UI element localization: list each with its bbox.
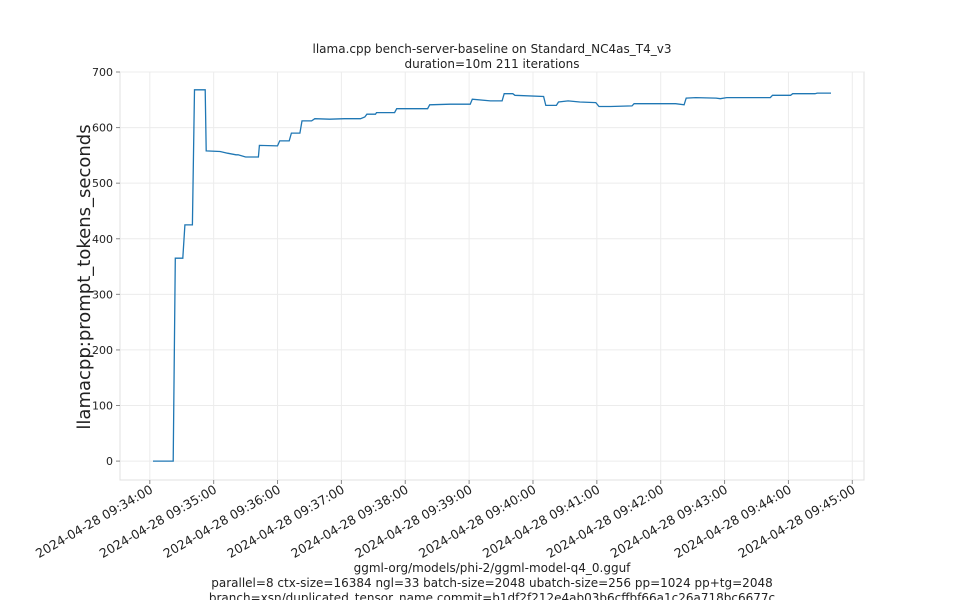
y-tick-label: 100 [92, 400, 113, 413]
y-tick-label: 600 [92, 122, 113, 135]
footer-line: parallel=8 ctx-size=16384 ngl=33 batch-s… [211, 576, 772, 590]
x-tick-label: 2024-04-28 09:45:00 [735, 482, 858, 561]
x-tick-label: 2024-04-28 09:43:00 [608, 482, 731, 561]
y-tick-label: 0 [106, 455, 113, 468]
x-tick-label: 2024-04-28 09:44:00 [671, 482, 794, 561]
y-axis-label: llamacpp:prompt_tokens_seconds [74, 124, 95, 429]
x-tick-label: 2024-04-28 09:42:00 [544, 482, 667, 561]
plot-frame [119, 71, 865, 481]
footer-line: ggml-org/models/phi-2/ggml-model-q4_0.gg… [354, 561, 632, 575]
x-tick-label: 2024-04-28 09:40:00 [416, 482, 539, 561]
x-tick-label: 2024-04-28 09:41:00 [480, 482, 603, 561]
data-line [153, 89, 831, 462]
y-tick-label: 300 [92, 288, 113, 301]
x-tick-label: 2024-04-28 09:39:00 [352, 482, 475, 561]
x-tick-label: 2024-04-28 09:38:00 [288, 482, 411, 561]
y-tick-label: 500 [92, 177, 113, 190]
x-tick-label: 2024-04-28 09:34:00 [33, 482, 156, 561]
y-tick-label: 700 [92, 66, 113, 79]
x-tick-label: 2024-04-28 09:35:00 [97, 482, 220, 561]
x-tick-label: 2024-04-28 09:37:00 [224, 482, 347, 561]
chart-title: llama.cpp bench-server-baseline on Stand… [313, 42, 672, 56]
footer-line: branch=xsn/duplicated_tensor_name commit… [209, 591, 775, 600]
y-tick-label: 200 [92, 344, 113, 357]
y-tick-label: 400 [92, 233, 113, 246]
chart-subtitle: duration=10m 211 iterations [405, 57, 580, 71]
x-tick-label: 2024-04-28 09:36:00 [161, 482, 284, 561]
